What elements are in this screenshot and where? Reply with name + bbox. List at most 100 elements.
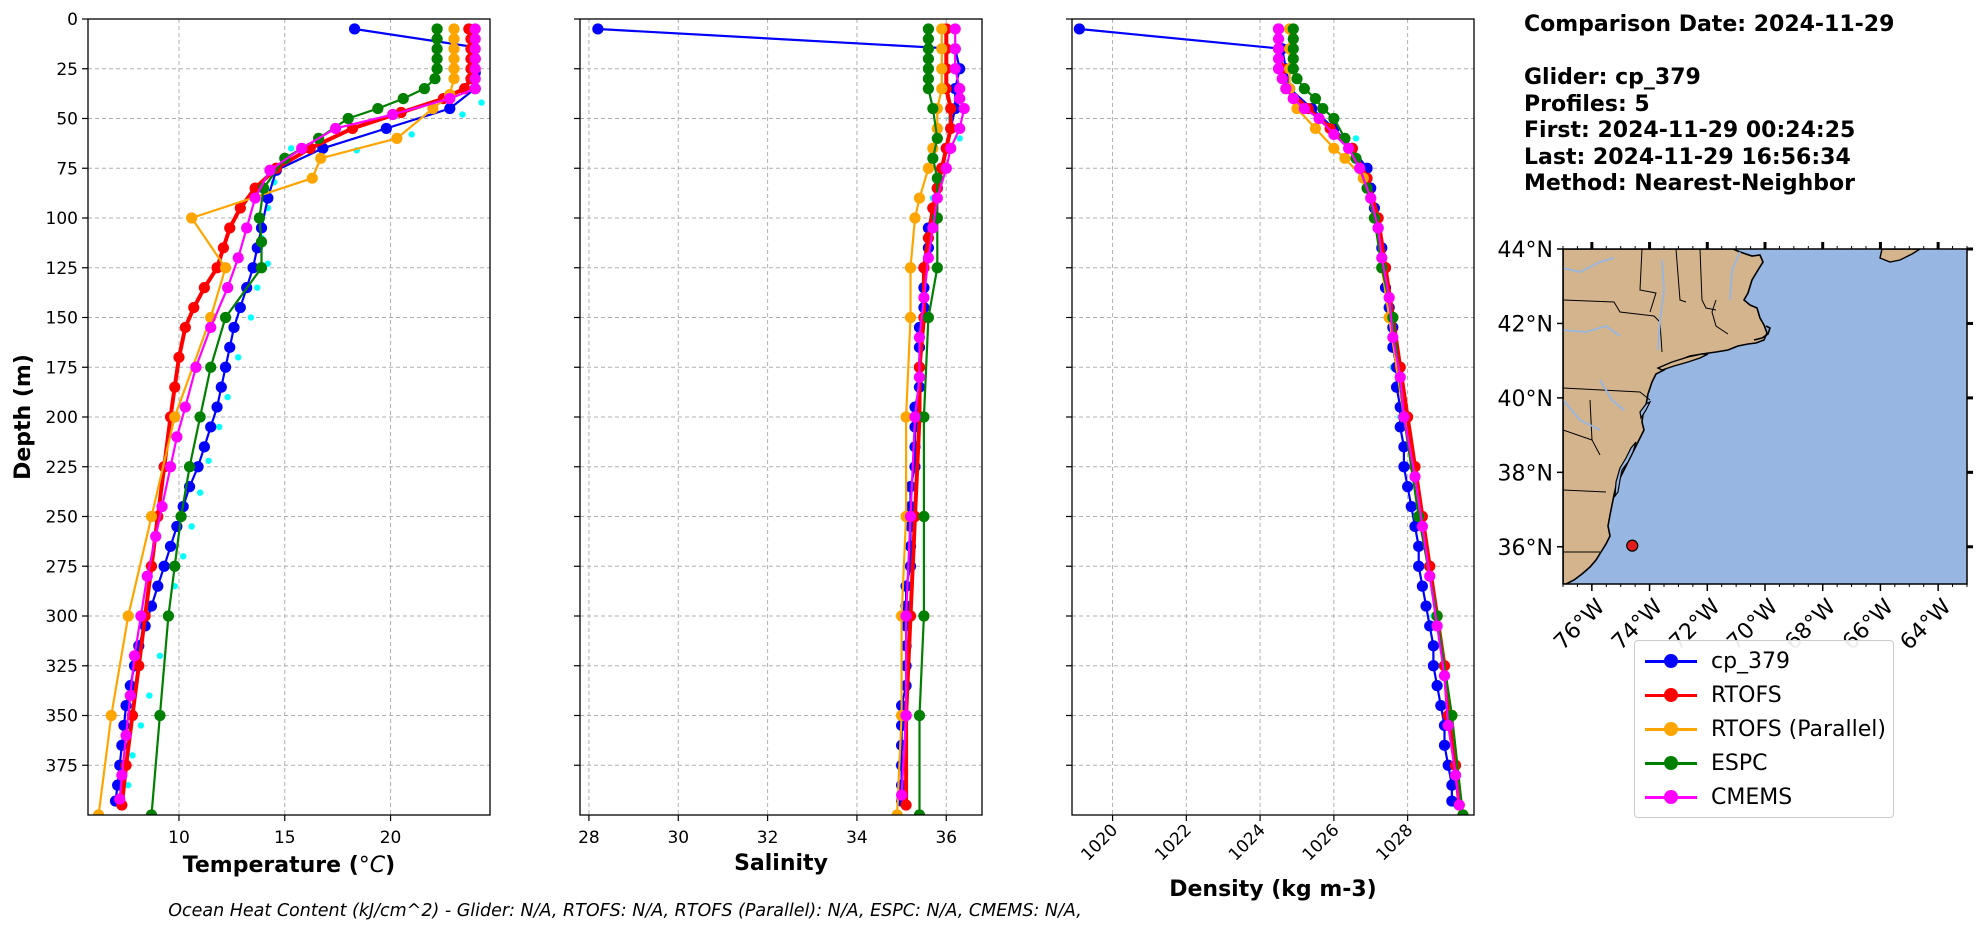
- series-point: [1405, 500, 1417, 513]
- legend-item: RTOFS: [1643, 678, 1782, 712]
- series-point: [183, 461, 196, 473]
- legend-label: ESPC: [1711, 750, 1768, 776]
- series-point: [1287, 63, 1299, 75]
- series-point: [169, 411, 181, 423]
- series-point: [224, 341, 236, 353]
- series-point: [904, 311, 917, 324]
- series-point: [418, 83, 431, 95]
- raw-point: [247, 314, 255, 321]
- series-point: [255, 222, 268, 234]
- grid: [1072, 18, 1474, 815]
- series-line: [1288, 29, 1464, 815]
- series-point: [296, 142, 308, 154]
- series-point: [931, 172, 943, 184]
- raw-point: [224, 393, 231, 401]
- series-point: [1272, 43, 1285, 55]
- series-point: [931, 262, 943, 274]
- series-point: [342, 112, 354, 125]
- series-point: [397, 93, 409, 105]
- series-point: [329, 122, 342, 135]
- info-block: Comparison Date: 2024-11-29 Glider: cp_37…: [1524, 12, 1894, 198]
- raw-point: [156, 652, 164, 659]
- series-point: [909, 411, 921, 423]
- y-tick-label: 150: [46, 309, 78, 329]
- map-bay: [1614, 441, 1637, 498]
- map-nova-scotia: [1879, 249, 1922, 263]
- series-point: [448, 33, 460, 45]
- series-point: [124, 690, 136, 702]
- series-point: [234, 202, 246, 214]
- series-point: [431, 53, 443, 65]
- lat-label: 42°N: [1498, 312, 1553, 337]
- series-point: [1387, 311, 1399, 324]
- series-point: [1442, 719, 1454, 732]
- series-point: [1398, 441, 1410, 453]
- series-point: [1287, 33, 1299, 45]
- raw-point: [459, 111, 466, 118]
- series-point: [1387, 331, 1399, 343]
- series-point: [913, 192, 926, 204]
- series-point: [222, 282, 234, 294]
- series-point: [380, 122, 392, 135]
- series-point: [135, 610, 147, 622]
- series-point: [949, 23, 961, 35]
- y-tick-label: 175: [46, 358, 78, 378]
- x-tick-label: 1028: [1372, 820, 1417, 865]
- series-point: [198, 282, 210, 294]
- series-point: [931, 192, 943, 204]
- y-tick-label: 0: [67, 10, 78, 30]
- series-point: [1287, 53, 1299, 65]
- x-tick-label: 15: [274, 828, 296, 848]
- legend-label: cp_379: [1711, 648, 1791, 674]
- raw-point: [196, 489, 204, 496]
- series-point: [469, 73, 481, 85]
- series-point: [122, 610, 134, 622]
- series-point: [1287, 43, 1299, 55]
- plot-area: [92, 23, 485, 815]
- series-point: [949, 43, 961, 55]
- series-point: [469, 43, 481, 55]
- y-tick-label: 100: [46, 209, 78, 229]
- series-point: [954, 83, 966, 95]
- raw-point: [1352, 135, 1360, 142]
- series-point: [116, 769, 128, 781]
- series-point: [922, 311, 935, 324]
- series-point: [1398, 411, 1410, 423]
- map-rivers: [1563, 251, 1741, 431]
- raw-point: [478, 99, 485, 106]
- x-tick-label: 20: [380, 828, 402, 848]
- series-point: [940, 162, 952, 174]
- series-point: [945, 142, 957, 154]
- series-point: [469, 63, 481, 75]
- series-point: [900, 799, 912, 811]
- temperature-panel: 0 25 50 75 100 125 150 175 200 225 250 275 300 325 350…: [46, 10, 491, 848]
- series-point: [1272, 63, 1285, 75]
- series-point: [1328, 128, 1340, 141]
- series-point: [198, 441, 210, 453]
- series-point: [164, 461, 177, 473]
- series-point: [922, 33, 935, 45]
- series-point: [904, 510, 917, 523]
- series-point: [918, 411, 930, 423]
- series-point: [145, 510, 158, 523]
- series-point: [909, 212, 921, 224]
- plot-area: [1073, 23, 1469, 815]
- series-point: [1272, 33, 1285, 45]
- raw-point: [287, 145, 295, 152]
- legend-item: RTOFS (Parallel): [1643, 712, 1886, 746]
- series-point: [1073, 23, 1085, 35]
- series-point: [234, 301, 246, 314]
- series-point: [469, 83, 481, 95]
- series-point: [1272, 23, 1285, 35]
- series-point: [469, 23, 481, 35]
- series-point: [448, 43, 460, 55]
- series-point: [164, 540, 177, 552]
- series-point: [922, 162, 935, 174]
- series-line: [150, 29, 439, 815]
- series-point: [179, 321, 191, 334]
- series-point: [922, 83, 935, 95]
- series-point: [1309, 122, 1322, 135]
- raw-point: [254, 284, 261, 291]
- series-point: [900, 610, 912, 622]
- series-point: [1413, 560, 1425, 572]
